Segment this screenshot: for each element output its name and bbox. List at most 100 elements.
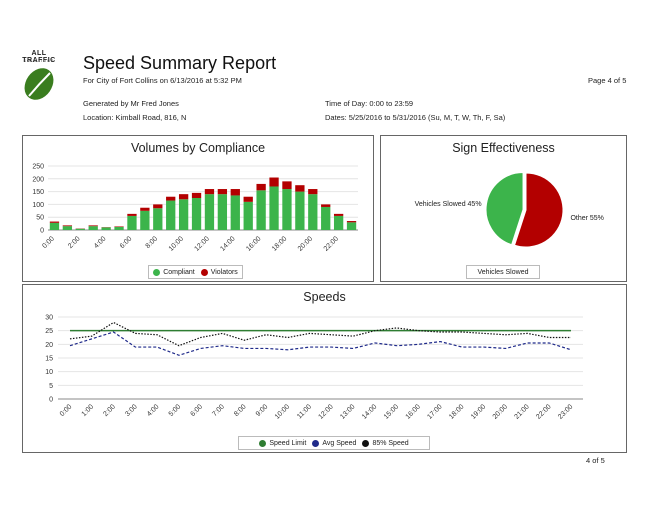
x-tick-label: 10:00 [168,235,185,252]
bar-compliant [114,226,124,230]
bar-violators [114,226,124,227]
legend-item-violators: Violators [200,268,238,276]
x-tick-label: 12:00 [194,235,211,252]
volumes-chart: 0 50 100 150 200 250 0:00 2:00 4:00 6:00 8:00 10:00… [32,164,358,253]
bar-compliant [62,226,73,230]
sign-effectiveness-title: Sign Effectiveness [452,141,555,155]
bar-violators [49,221,60,223]
x-tick-label: 22:00 [535,403,552,420]
bar-compliant [153,208,163,230]
x-tick-label: 8:00 [233,403,248,418]
volumes-legend: Compliant Violators [148,265,243,279]
bar-compliant [282,189,292,230]
x-tick-label: 2:00 [67,235,82,250]
date-range: Dates: 5/25/2016 to 5/31/2016 (Su, M, T,… [325,113,506,122]
x-tick-label: 18:00 [271,235,288,252]
x-tick-label: 1:00 [81,403,96,418]
logo-text: ALL TRAFFIC [22,50,56,64]
bar-compliant [49,222,60,230]
y-tick-label: 10 [45,369,53,376]
location: Location: Kimball Road, 816, N [83,113,187,122]
pie-slice [513,172,564,248]
x-tick-label: 7:00 [211,403,226,418]
x-tick-label: 5:00 [168,403,183,418]
bar-compliant [230,195,240,230]
y-tick-label: 0 [40,228,44,235]
bar-compliant [75,228,85,230]
y-tick-label: 100 [32,202,44,209]
bar-violators [269,177,279,187]
bar-violators [333,213,344,216]
bar-compliant [127,215,137,230]
pie-slice-label: Other 55% [570,215,603,222]
y-tick-label: 50 [36,215,44,222]
x-tick-label: 6:00 [119,235,134,250]
compliant-color-dot [153,268,161,276]
y-tick-label: 0 [49,397,53,404]
legend-item-85-speed: 85% Speed [362,439,409,447]
x-tick-label: 9:00 [255,403,270,418]
pie-slice-label: Vehicles Slowed 45% [415,201,482,208]
y-tick-label: 200 [32,176,44,183]
speeds-legend: Speed Limit Avg Speed 85% Speed [238,436,430,450]
bar-compliant [295,191,305,230]
x-tick-label: 21:00 [514,403,531,420]
bar-compliant [88,226,98,230]
legend-label-compliant: Compliant [163,268,195,276]
bar-violators [88,225,98,227]
x-tick-label: 6:00 [190,403,205,418]
bar-violators [140,207,150,211]
bar-violators [217,189,228,195]
avg-speed-line [69,331,572,356]
y-tick-label: 15 [45,356,53,363]
legend-item-avg-speed: Avg Speed [312,439,357,447]
legend-label-85-speed: 85% Speed [372,439,409,447]
p85-speed-line [69,321,571,347]
bar-compliant [256,190,266,230]
bar-violators [62,225,73,227]
x-tick-label: 4:00 [93,235,108,250]
bar-compliant [346,222,357,230]
bar-violators [308,189,318,195]
bar-violators [282,181,292,190]
bar-compliant [269,186,279,230]
x-tick-label: 11:00 [296,403,313,420]
x-tick-label: 3:00 [124,403,139,418]
speeds-chart-title: Speeds [303,290,346,304]
bar-violators [256,183,266,191]
bar-violators [243,196,253,202]
legend-label-speed-limit: Speed Limit [269,439,307,447]
bar-compliant [101,227,111,230]
x-tick-label: 18:00 [448,403,465,420]
bar-violators [295,185,305,192]
x-tick-label: 2:00 [102,403,117,418]
x-tick-label: 16:00 [405,403,422,420]
bar-violators [191,192,202,198]
x-tick-label: 0:00 [59,403,74,418]
x-tick-label: 23:00 [557,403,574,420]
bar-violators [321,204,331,207]
x-tick-label: 4:00 [146,403,161,418]
bar-compliant [243,201,253,230]
y-tick-label: 150 [32,189,44,196]
bar-violators [127,213,137,216]
report-subtitle: For City of Fort Collins on 6/13/2016 at… [83,76,242,85]
bar-violators [153,204,163,209]
pie-legend-label: Vehicles Slowed [477,268,529,276]
x-tick-label: 16:00 [245,235,262,252]
legend-label-avg-speed: Avg Speed [322,439,357,447]
bar-compliant [321,206,331,230]
x-tick-label: 0:00 [41,235,56,250]
logo-subtext: SOLUTIONS [23,59,55,63]
bar-violators [204,189,215,195]
volumes-chart-title: Volumes by Compliance [130,141,266,155]
y-tick-label: 250 [32,164,44,171]
bar-compliant [191,198,202,230]
y-tick-label: 25 [45,328,53,335]
legend-item-compliant: Compliant [153,268,195,276]
speeds-chart: 0 5 10 15 20 25 30 0:00 1:00 2:00 3:00 4:00 5:00 6:00… [45,315,583,421]
x-tick-label: 8:00 [145,235,160,250]
x-tick-label: 19:00 [470,403,487,420]
x-tick-label: 10:00 [274,403,291,420]
y-tick-label: 30 [45,315,53,322]
